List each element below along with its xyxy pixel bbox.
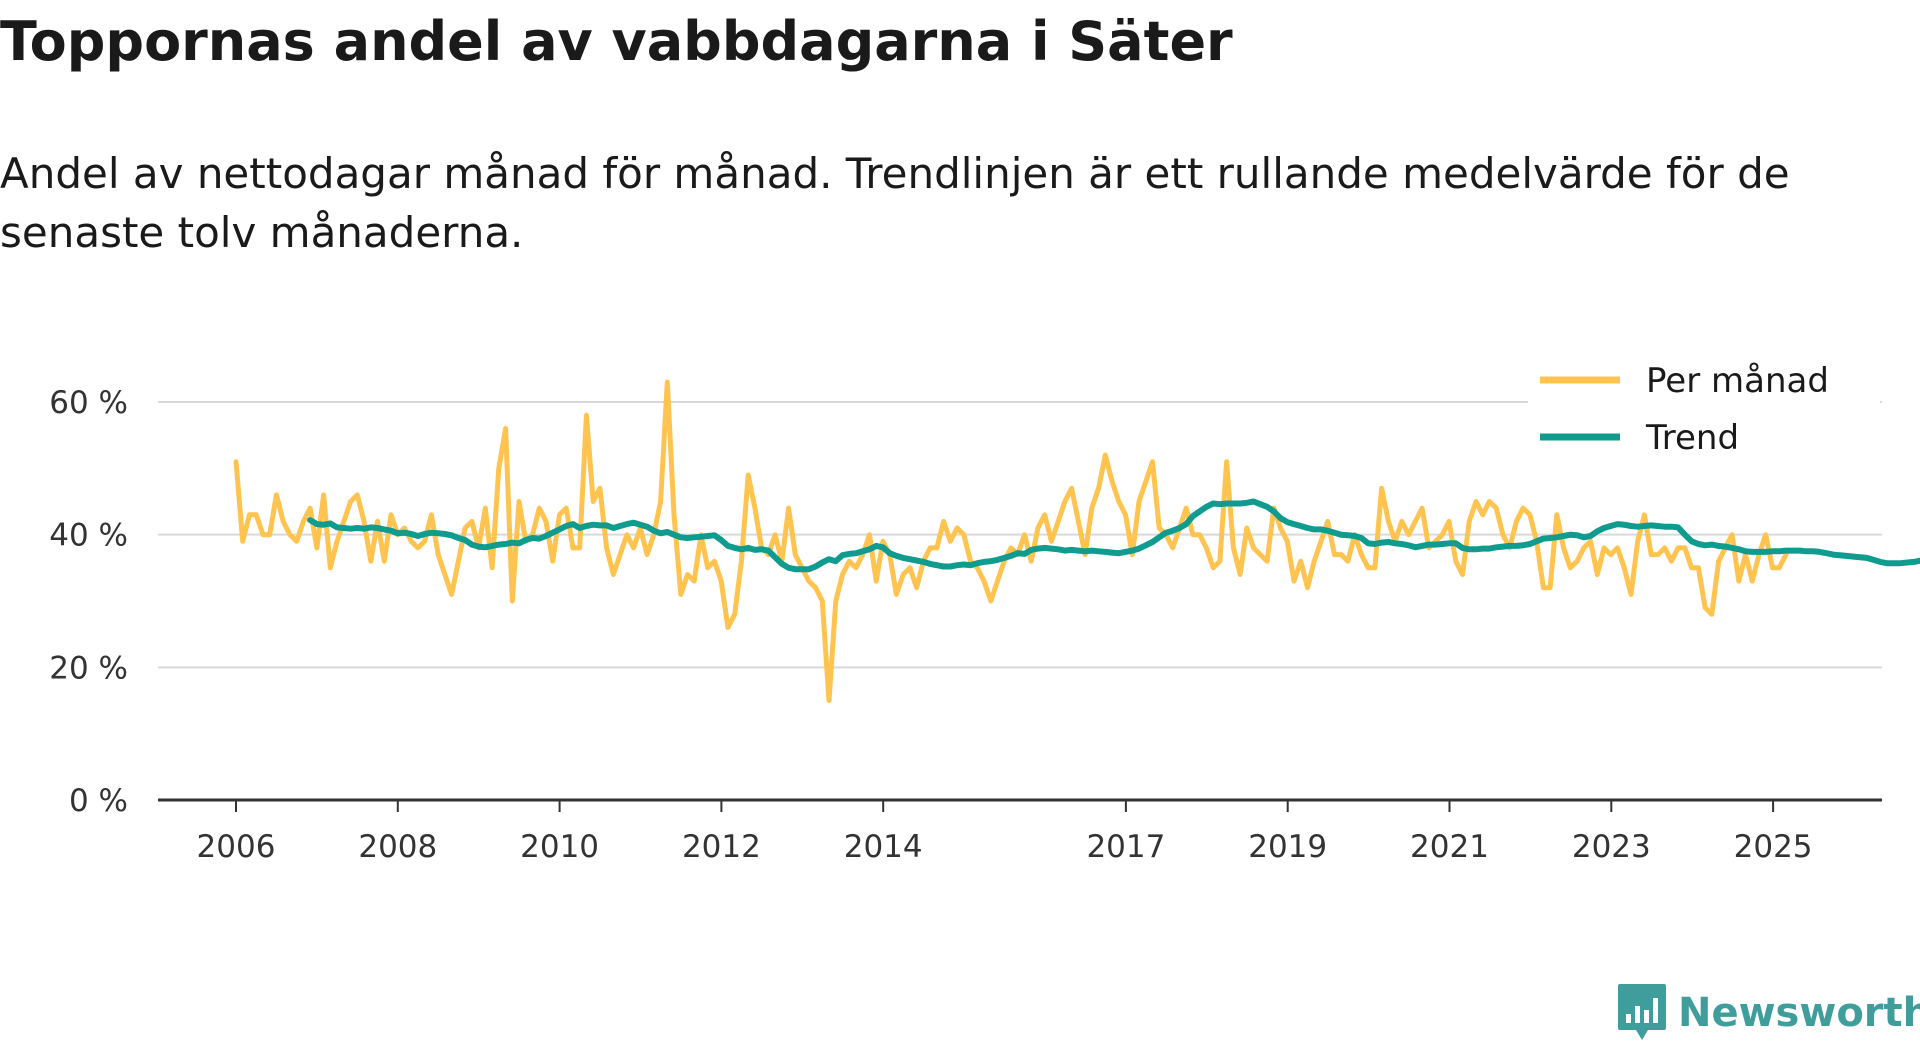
legend-label-per-manad: Per månad <box>1646 361 1829 401</box>
series-line-trend <box>307 498 1920 573</box>
bar-chart-badge-icon <box>1618 984 1666 1040</box>
x-tick-label: 2014 <box>844 829 923 865</box>
brand-logo: Newsworthy <box>1616 982 1920 1044</box>
x-tick-label: 2023 <box>1572 829 1651 865</box>
y-tick-label: 20 % <box>49 650 128 686</box>
x-tick-label: 2008 <box>358 829 437 865</box>
legend-label-trend: Trend <box>1645 418 1739 458</box>
x-tick-label: 2017 <box>1086 829 1165 865</box>
chart-title: Toppornas andel av vabbdagarna i Säter <box>0 10 1233 73</box>
y-tick-label: 60 % <box>49 385 128 421</box>
x-tick-label: 2021 <box>1410 829 1489 865</box>
legend-background <box>1528 356 1880 466</box>
x-tick-label: 2006 <box>197 829 276 865</box>
chart-subtitle: Andel av nettodagar månad för månad. Tre… <box>0 149 1790 257</box>
y-tick-label: 0 % <box>69 783 128 819</box>
y-axis-ticks: 0 % 20 % 40 % 60 % <box>49 385 128 819</box>
series-layer <box>233 379 1920 703</box>
x-tick-label: 2025 <box>1734 829 1813 865</box>
x-tick-label: 2012 <box>682 829 761 865</box>
legend: Per månad Trend <box>1528 356 1880 466</box>
series-line-per-manad <box>233 379 1789 703</box>
brand-name: Newsworthy <box>1678 990 1920 1036</box>
x-axis: 2006 2008 2010 2012 2014 2017 2019 2021 2023 2025 <box>158 798 1882 865</box>
x-tick-label: 2010 <box>520 829 599 865</box>
y-tick-label: 40 % <box>49 518 128 554</box>
x-tick-label: 2019 <box>1248 829 1327 865</box>
